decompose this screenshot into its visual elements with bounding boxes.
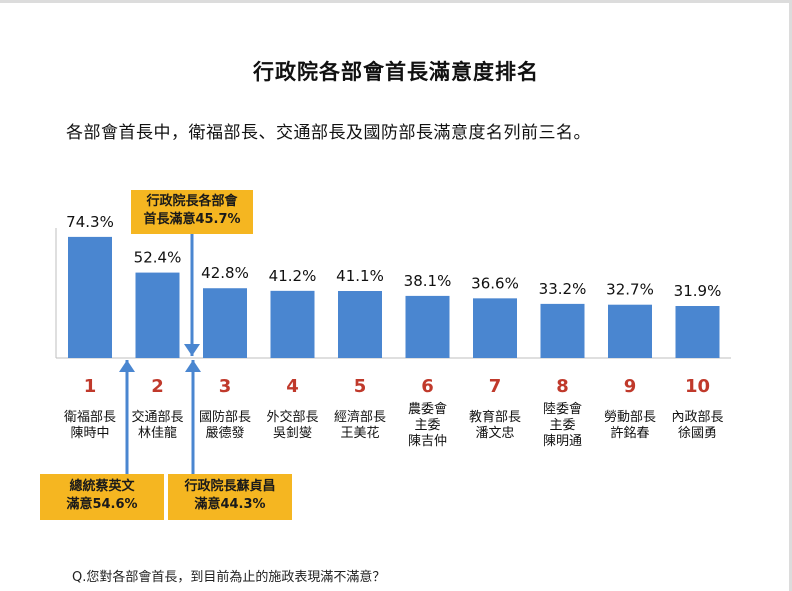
category-label-7-line-1: 教育部長 — [469, 409, 521, 425]
rank-label-10: 10 — [685, 376, 710, 397]
rank-label-5: 5 — [354, 376, 367, 397]
category-label-8-line-2: 主委 — [549, 418, 575, 433]
category-label-5-line-1: 經濟部長 — [334, 409, 386, 425]
category-label-5-line-2: 王美花 — [340, 425, 379, 441]
category-label-4-line-2: 吳釗燮 — [273, 426, 312, 441]
arrow-president-head — [119, 360, 135, 372]
callout-president-line2: 滿意54.6% — [66, 497, 138, 512]
category-label-6-line-3: 陳吉仲 — [408, 434, 447, 449]
bar-6 — [405, 295, 450, 358]
category-label-8-line-1: 陸委會 — [543, 401, 582, 417]
category-label-10-line-2: 徐國勇 — [678, 426, 717, 441]
page-edge-right — [789, 0, 792, 591]
rank-label-7: 7 — [489, 376, 502, 397]
callout-cabinet-average-line2: 首長滿意45.7% — [143, 212, 241, 227]
value-label-1: 74.3% — [66, 213, 114, 231]
category-label-1-line-1: 衛福部長 — [64, 410, 116, 425]
bar-1 — [68, 236, 112, 358]
value-label-8: 33.2% — [539, 280, 587, 298]
callout-cabinet-average-line1: 行政院長各部會 — [146, 194, 238, 209]
category-label-9-line-2: 許銘春 — [610, 426, 649, 441]
chart-subtitle: 各部會首長中，衛福部長、交通部長及國防部長滿意度名列前三名。 — [66, 123, 591, 143]
page-edge-top — [0, 0, 792, 3]
bar-8 — [540, 303, 585, 358]
bar-4 — [270, 290, 315, 358]
category-label-4-line-1: 外交部長 — [266, 409, 318, 425]
callout-cabinet-average: 行政院長各部會 首長滿意45.7% — [131, 190, 253, 234]
value-label-6: 38.1% — [404, 272, 452, 290]
value-label-5: 41.1% — [336, 267, 384, 285]
bar-10 — [675, 306, 720, 358]
value-label-3: 42.8% — [201, 264, 249, 282]
rank-label-4: 4 — [286, 376, 299, 397]
category-label-2-line-2: 林佳龍 — [138, 425, 177, 441]
rank-label-8: 8 — [556, 376, 569, 397]
rank-label-2: 2 — [151, 376, 164, 397]
callout-premier-line2: 滿意44.3% — [194, 497, 266, 512]
bar-9 — [608, 304, 652, 358]
bar-7 — [473, 298, 517, 358]
rank-label-6: 6 — [421, 376, 434, 397]
survey-question: Q.您對各部會首長，到目前為止的施政表現滿不滿意？ — [72, 570, 386, 585]
callout-president: 總統蔡英文 滿意54.6% — [40, 474, 164, 520]
category-label-7-line-2: 潘文忠 — [475, 426, 514, 441]
category-label-3-line-1: 國防部長 — [199, 409, 251, 425]
category-label-3-line-2: 嚴德發 — [205, 426, 244, 441]
arrow-cabinet-average-head — [184, 344, 200, 356]
callout-premier-line1: 行政院長蘇貞昌 — [184, 479, 276, 494]
bar-3 — [203, 288, 247, 358]
rank-label-1: 1 — [84, 376, 97, 397]
callout-premier: 行政院長蘇貞昌 滿意44.3% — [168, 474, 292, 520]
bar-5 — [338, 291, 382, 358]
category-label-6-line-1: 農委會 — [408, 402, 447, 417]
category-label-8-line-3: 陳明通 — [543, 434, 582, 449]
value-label-10: 31.9% — [674, 282, 722, 300]
value-label-4: 41.2% — [269, 267, 317, 285]
category-label-2-line-1: 交通部長 — [131, 409, 183, 425]
rank-label-3: 3 — [219, 376, 232, 397]
value-label-2: 52.4% — [134, 249, 182, 267]
category-label-9-line-1: 勞動部長 — [604, 410, 656, 425]
value-label-9: 32.7% — [606, 281, 654, 299]
category-label-1-line-2: 陳時中 — [70, 426, 109, 441]
category-label-10-line-1: 內政部長 — [671, 410, 723, 425]
category-label-6-line-2: 主委 — [414, 418, 440, 433]
callout-president-line1: 總統蔡英文 — [69, 479, 135, 494]
bar-2 — [135, 272, 180, 358]
value-label-7: 36.6% — [471, 274, 519, 292]
chart-title: 行政院各部會首長滿意度排名 — [253, 60, 539, 84]
rank-label-9: 9 — [624, 376, 637, 397]
arrow-premier-head — [185, 360, 201, 372]
